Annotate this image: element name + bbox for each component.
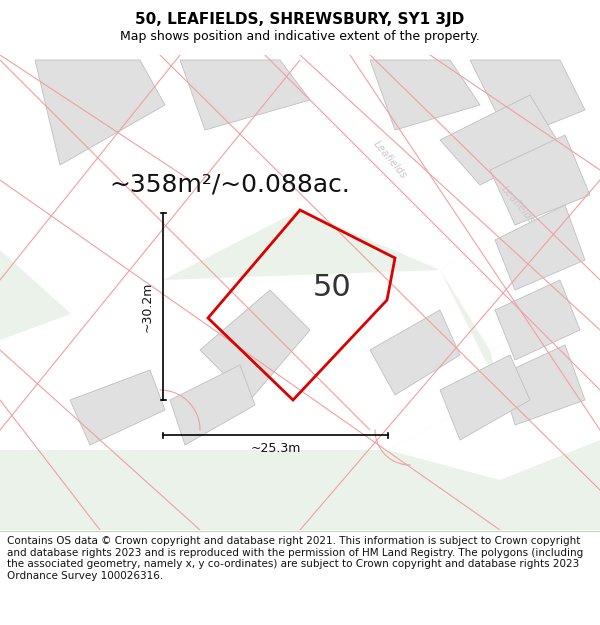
Text: ~30.2m: ~30.2m [140,281,154,332]
Text: Leafields: Leafields [499,184,536,226]
Polygon shape [163,270,500,450]
Polygon shape [470,60,585,140]
Polygon shape [180,60,310,130]
Polygon shape [35,60,165,165]
Polygon shape [0,55,163,340]
Polygon shape [70,370,165,445]
Polygon shape [490,135,590,225]
Polygon shape [495,205,585,290]
Polygon shape [370,60,480,130]
Polygon shape [495,280,580,360]
Text: Leafields: Leafields [371,139,409,181]
Polygon shape [388,310,600,480]
Text: 50: 50 [312,272,351,302]
Text: 50, LEAFIELDS, SHREWSBURY, SY1 3JD: 50, LEAFIELDS, SHREWSBURY, SY1 3JD [136,12,464,27]
Polygon shape [440,95,560,185]
Polygon shape [500,345,585,425]
Text: ~25.3m: ~25.3m [250,442,301,456]
Polygon shape [163,55,540,280]
Polygon shape [0,55,600,530]
Polygon shape [440,160,600,350]
Polygon shape [200,290,310,400]
Polygon shape [440,355,530,440]
Text: ~358m²/~0.088ac.: ~358m²/~0.088ac. [110,173,350,197]
Text: Contains OS data © Crown copyright and database right 2021. This information is : Contains OS data © Crown copyright and d… [7,536,583,581]
Polygon shape [370,310,460,395]
Polygon shape [0,280,163,450]
Polygon shape [440,55,600,200]
Text: Map shows position and indicative extent of the property.: Map shows position and indicative extent… [120,30,480,43]
Polygon shape [170,365,255,445]
